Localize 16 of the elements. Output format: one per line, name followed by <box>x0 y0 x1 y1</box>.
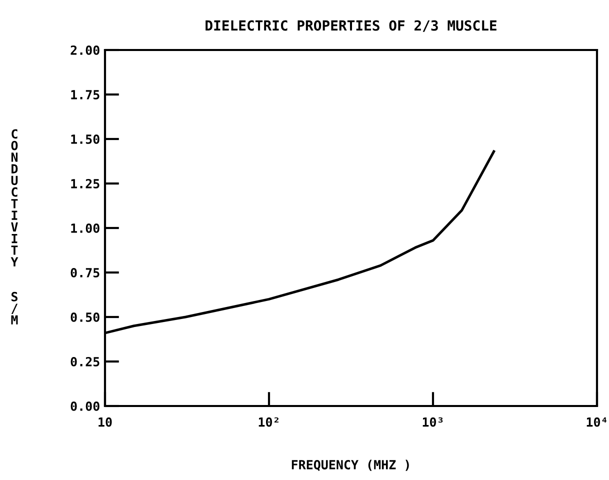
y-tick-label: 1.50 <box>71 134 100 144</box>
x-axis-title: FREQUENCY (MHZ ) <box>292 460 409 471</box>
y-tick-label: 1.00 <box>71 223 100 233</box>
y-tick-label: 2.00 <box>70 45 100 55</box>
text: CONDUCTIVITY S/M <box>10 129 18 324</box>
y-tick-label: 0.75 <box>70 268 100 278</box>
y-tick-label: 1.75 <box>71 90 100 100</box>
chart-title: DIELECTRIC PROPERTIES OF 2/3 MUSCLE <box>206 20 496 32</box>
y-tick-label: 0.25 <box>70 356 100 366</box>
x-tick-label: 10 <box>98 417 112 427</box>
y-tick-label: 0.00 <box>70 401 100 411</box>
y-tick-label: 1.25 <box>71 178 100 188</box>
x-tick-label: 10⁴ <box>586 417 606 427</box>
x-tick-label: 10² <box>258 417 278 427</box>
x-tick-label: 10³ <box>422 417 443 427</box>
y-tick-label: 0.50 <box>70 312 100 322</box>
